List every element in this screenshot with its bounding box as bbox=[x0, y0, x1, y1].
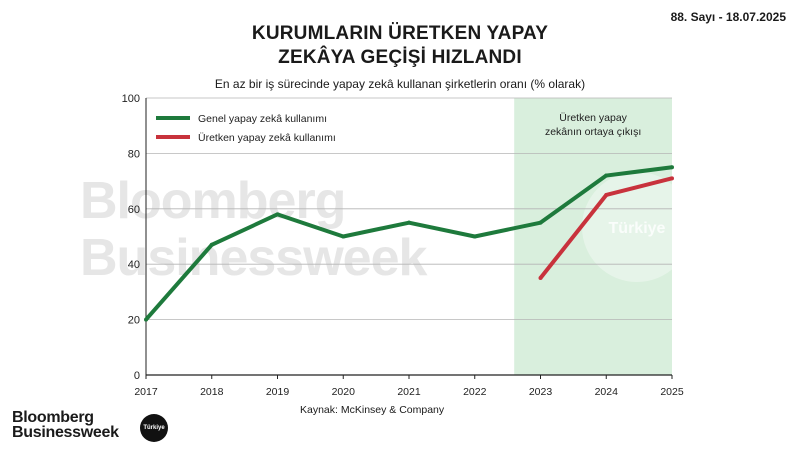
x-tick-label: 2023 bbox=[529, 386, 553, 398]
y-tick-label: 60 bbox=[128, 204, 140, 216]
x-tick-label: 2024 bbox=[595, 386, 619, 398]
y-tick-label: 40 bbox=[128, 259, 140, 271]
data-point bbox=[472, 234, 477, 239]
data-point bbox=[341, 234, 346, 239]
watermark-badge-circle bbox=[582, 172, 692, 282]
data-point bbox=[144, 317, 148, 322]
highlight-label-line-1: Üretken yapay bbox=[559, 112, 627, 124]
legend-label-2: Üretken yapay zekâ kullanımı bbox=[198, 132, 336, 144]
data-point bbox=[538, 220, 543, 225]
chart-title: KURUMLARIN ÜRETKEN YAPAY ZEKÂYA GEÇİŞİ H… bbox=[0, 22, 800, 70]
x-tick-label: 2019 bbox=[266, 386, 290, 398]
chart-title-line-1: KURUMLARIN ÜRETKEN YAPAY bbox=[251, 23, 549, 44]
issue-date: 88. Sayı - 18.07.2025 bbox=[670, 10, 786, 24]
data-point bbox=[538, 276, 543, 281]
data-point bbox=[670, 176, 674, 181]
logo-line-1: Bloomberg bbox=[12, 409, 94, 426]
x-tick-label: 2025 bbox=[660, 386, 684, 398]
turkiye-badge: Türkiye bbox=[140, 414, 168, 442]
x-tick-label: 2021 bbox=[397, 386, 421, 398]
x-tick-label: 2022 bbox=[463, 386, 487, 398]
data-point bbox=[407, 220, 411, 225]
data-point bbox=[275, 212, 280, 217]
watermark-line-2: Businessweek bbox=[80, 229, 427, 287]
watermark-badge-text: Türkiye bbox=[609, 220, 666, 237]
y-tick-label: 20 bbox=[128, 315, 140, 327]
y-tick-label: 100 bbox=[122, 93, 140, 105]
x-tick-label: 2017 bbox=[134, 386, 158, 398]
y-tick-label: 80 bbox=[128, 148, 140, 160]
chart-title-line-2: ZEKÂYA GEÇİŞİ HIZLANDI bbox=[278, 47, 522, 68]
x-tick-label: 2018 bbox=[200, 386, 224, 398]
data-point bbox=[604, 192, 609, 197]
x-tick-label: 2020 bbox=[332, 386, 356, 398]
data-point bbox=[670, 165, 674, 170]
highlight-label-line-2: zekânın ortaya çıkışı bbox=[545, 126, 641, 138]
data-point bbox=[209, 242, 214, 247]
legend-label-1: Genel yapay zekâ kullanımı bbox=[198, 113, 327, 125]
highlight-region bbox=[514, 98, 672, 375]
source-note: Kaynak: McKinsey & Company bbox=[300, 404, 445, 416]
y-tick-label: 0 bbox=[134, 370, 140, 382]
watermark-line-1: Bloomberg bbox=[80, 172, 345, 230]
logo-line-2: Businessweek bbox=[12, 424, 119, 441]
chart-subtitle: En az bir iş sürecinde yapay zekâ kullan… bbox=[214, 77, 586, 91]
brand-logo: Bloomberg Businessweek bbox=[12, 409, 119, 441]
data-point bbox=[604, 173, 609, 178]
